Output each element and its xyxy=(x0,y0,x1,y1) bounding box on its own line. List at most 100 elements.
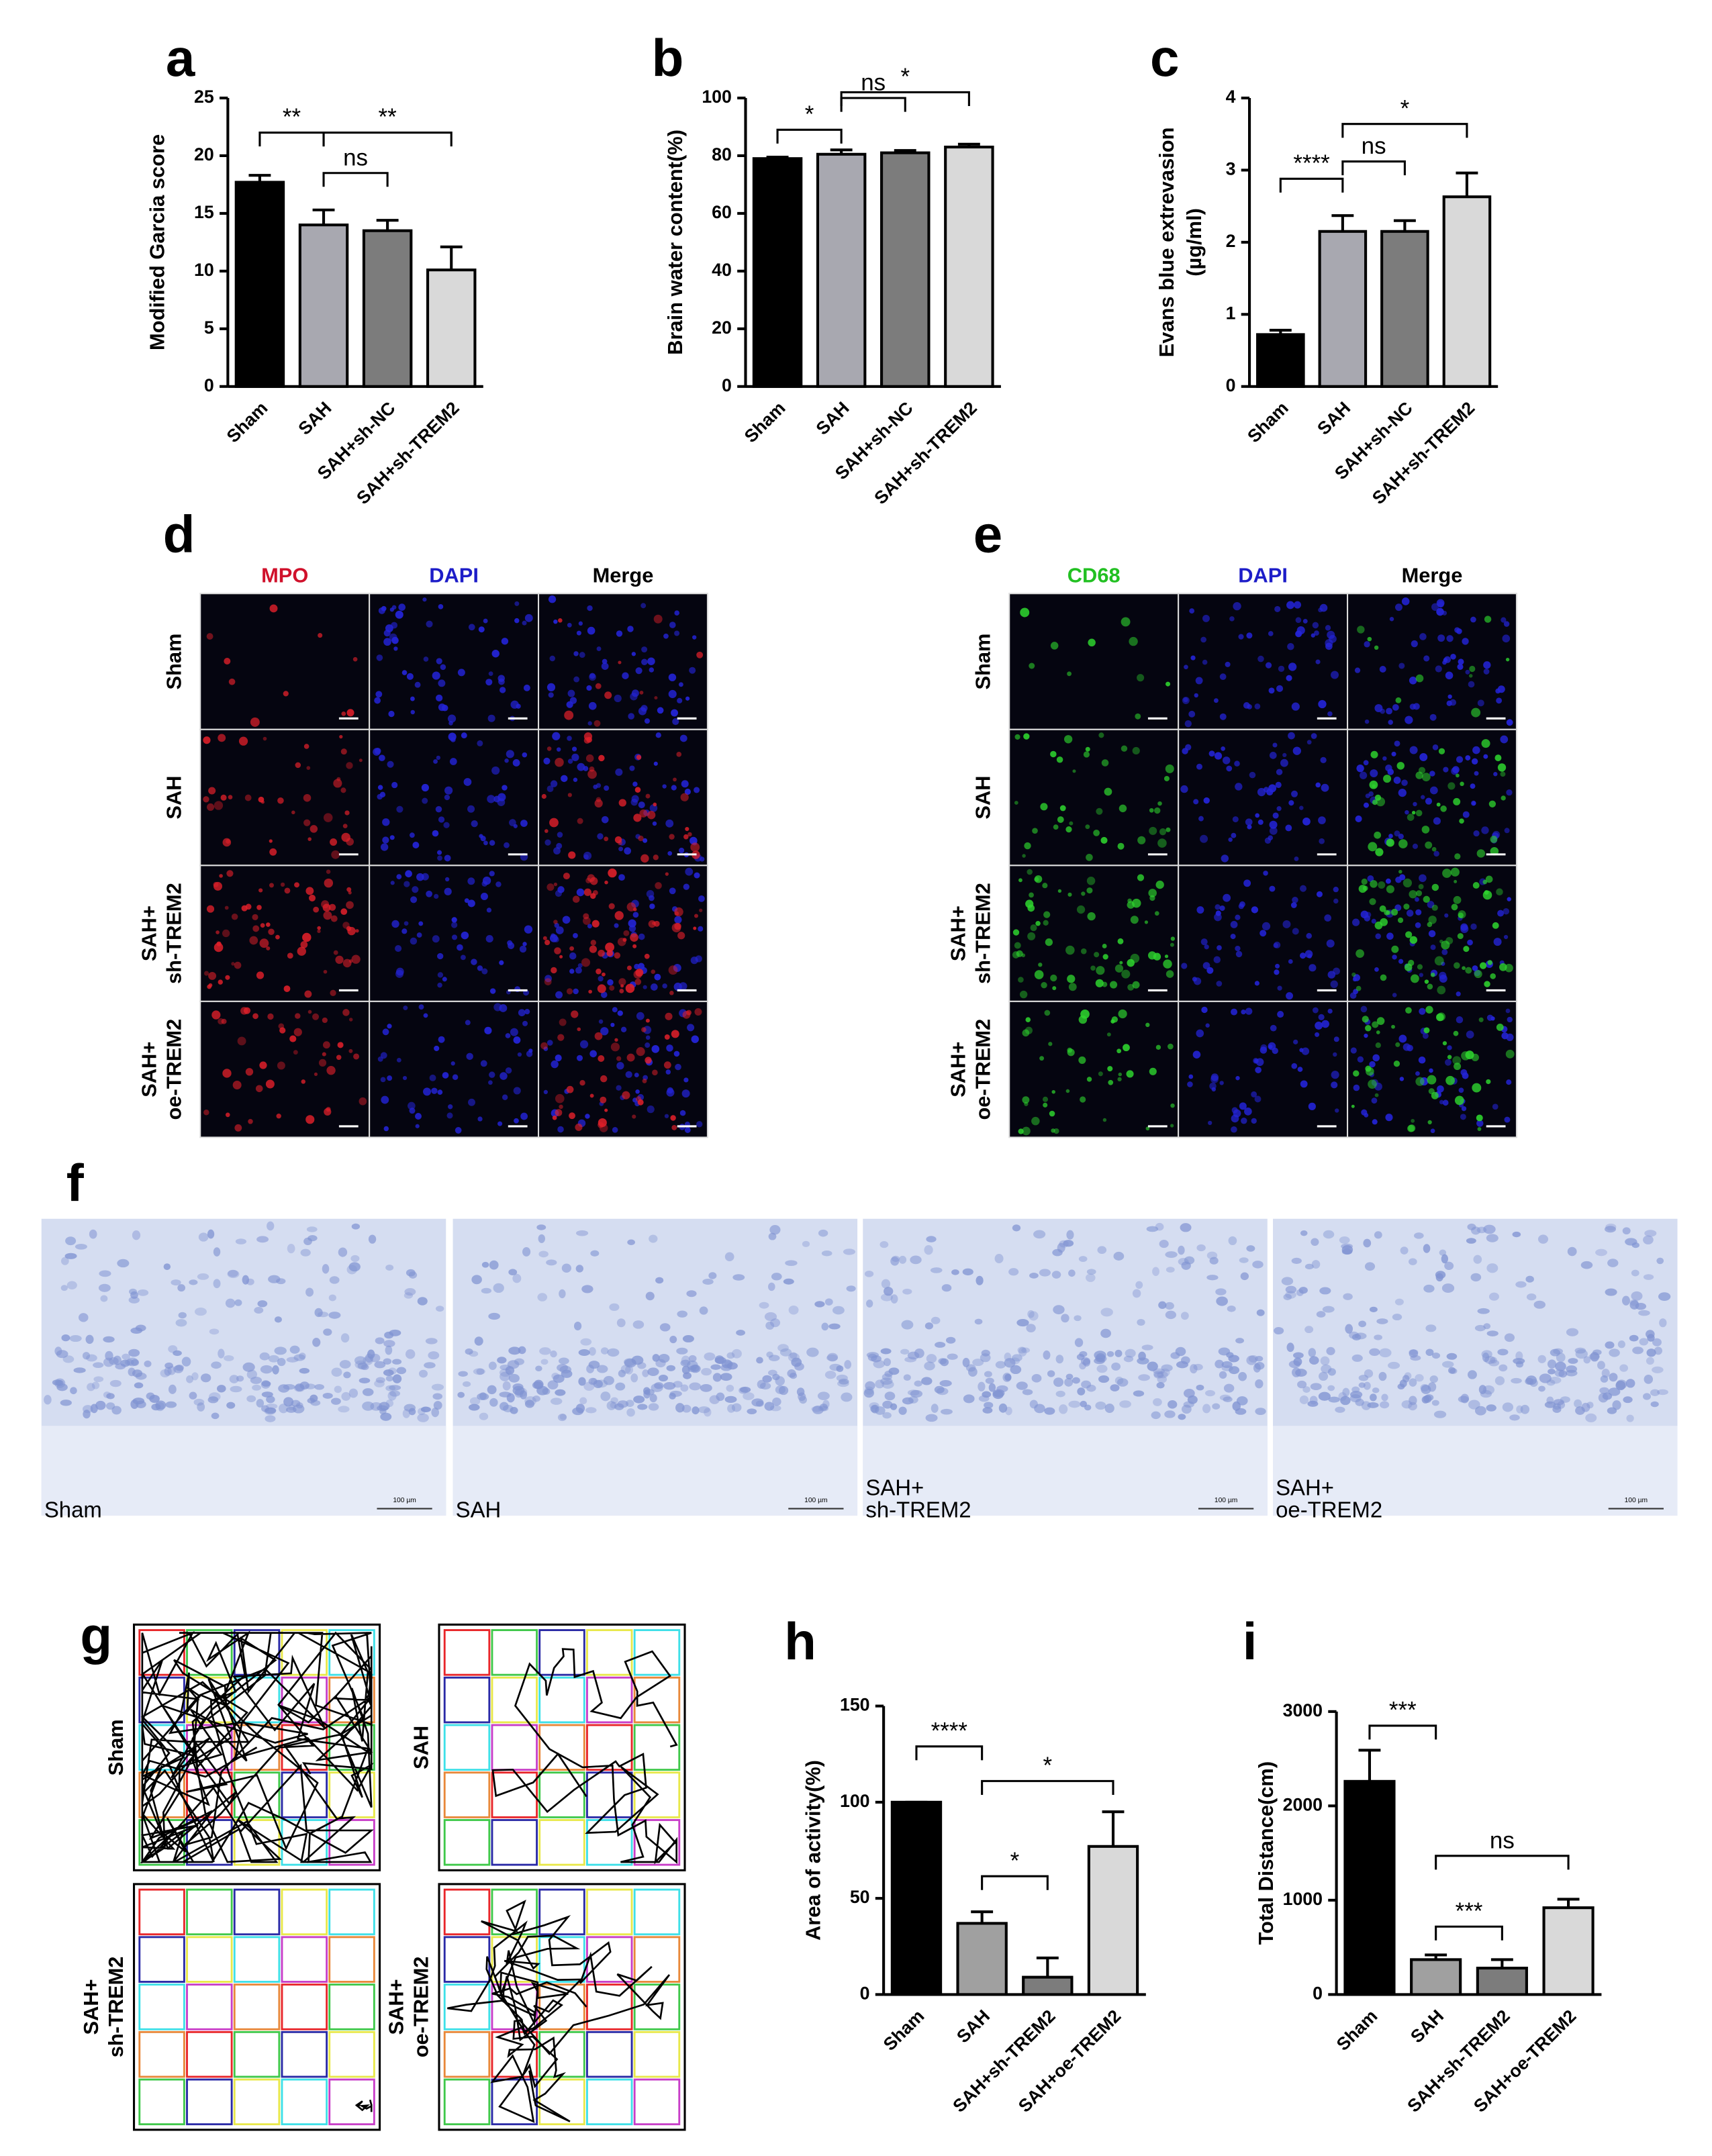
signal xyxy=(1492,922,1499,929)
nucleus xyxy=(1311,733,1317,739)
nucleus xyxy=(555,1055,562,1062)
signal xyxy=(671,923,681,932)
neuron xyxy=(1321,1364,1332,1374)
neuron xyxy=(1425,1349,1434,1357)
neuron xyxy=(1379,1348,1392,1358)
nucleus xyxy=(1280,758,1288,767)
nucleus xyxy=(614,694,622,703)
neuron xyxy=(471,1275,482,1285)
neuron xyxy=(499,1368,512,1377)
nucleus xyxy=(518,1009,526,1017)
neuron xyxy=(1316,1311,1326,1318)
signal xyxy=(252,925,260,932)
nucleus xyxy=(1437,634,1445,642)
nucleus xyxy=(1230,921,1238,928)
nucleus xyxy=(587,721,592,726)
nucleus xyxy=(543,1089,549,1095)
neuron xyxy=(1082,1358,1090,1367)
arena-zone xyxy=(538,1629,585,1676)
signal xyxy=(623,930,630,936)
signal xyxy=(598,1118,607,1128)
signal xyxy=(1505,1049,1515,1059)
signal xyxy=(685,826,689,832)
neuron xyxy=(1165,1251,1178,1258)
neuron xyxy=(692,1406,700,1415)
significance-label: ns xyxy=(343,144,368,170)
neuron xyxy=(1554,1369,1565,1377)
nucleus xyxy=(444,786,453,795)
signal xyxy=(1430,973,1435,977)
signal xyxy=(1427,1075,1437,1085)
nucleus xyxy=(1215,910,1221,916)
neuron xyxy=(289,1345,300,1354)
significance-label: *** xyxy=(1389,1698,1417,1724)
nucleus xyxy=(557,1126,564,1133)
significance-label: ns xyxy=(1362,133,1386,159)
neuron xyxy=(984,1402,994,1409)
nucleus xyxy=(491,650,500,658)
panel-letter: e xyxy=(973,505,1002,564)
neuron xyxy=(370,1402,383,1411)
neuron xyxy=(375,1377,385,1383)
neuron xyxy=(785,1260,798,1267)
nucleus xyxy=(512,759,520,767)
nucleus xyxy=(1352,918,1360,926)
neuron xyxy=(931,1404,939,1413)
nucleus xyxy=(426,890,432,897)
signal xyxy=(1050,974,1057,982)
nucleus xyxy=(1235,1075,1240,1081)
neuron xyxy=(550,1350,557,1358)
neuron xyxy=(578,1349,590,1356)
nucleus xyxy=(406,673,414,680)
nucleus xyxy=(1333,886,1339,893)
nucleus xyxy=(1268,1044,1273,1049)
signal xyxy=(1376,1030,1380,1034)
neuron xyxy=(633,1395,645,1404)
neuron xyxy=(1078,1256,1088,1263)
bar xyxy=(1256,333,1305,388)
y-tick-label: 80 xyxy=(712,144,732,164)
neuron xyxy=(985,1377,994,1384)
signal xyxy=(340,748,347,755)
nucleus xyxy=(614,923,619,928)
neuron xyxy=(1319,1371,1329,1381)
nucleus xyxy=(1314,630,1319,636)
signal xyxy=(303,793,312,802)
signal xyxy=(1080,1009,1090,1019)
neuron xyxy=(926,1354,937,1363)
neuron xyxy=(559,1365,572,1374)
nucleus xyxy=(449,758,457,765)
signal xyxy=(220,794,227,801)
neuron xyxy=(1546,1396,1554,1404)
panel-letter: f xyxy=(66,1153,85,1212)
nucleus xyxy=(495,881,502,887)
signal xyxy=(226,870,234,877)
nucleus xyxy=(634,1073,639,1078)
neuron xyxy=(680,1384,689,1392)
neuron xyxy=(481,1261,489,1268)
neuron xyxy=(1652,1338,1662,1346)
neuron xyxy=(518,1346,526,1355)
neuron xyxy=(272,1365,279,1375)
signal xyxy=(1027,904,1035,912)
nucleus xyxy=(665,819,674,828)
nucleus xyxy=(692,635,697,640)
neuron xyxy=(1068,1269,1076,1277)
arena-zone xyxy=(491,1629,538,1676)
signal xyxy=(1145,1126,1150,1131)
signal xyxy=(335,955,344,964)
nucleus xyxy=(461,732,467,739)
signal xyxy=(555,757,564,767)
neuron xyxy=(870,1405,878,1413)
nucleus xyxy=(1363,802,1370,808)
neuron xyxy=(1643,1274,1654,1280)
nucleus xyxy=(679,734,687,742)
signal xyxy=(651,969,656,974)
neuron xyxy=(1221,1361,1233,1369)
neuron xyxy=(1059,1404,1068,1414)
nucleus xyxy=(1433,850,1439,857)
signal xyxy=(255,1085,263,1093)
signal xyxy=(1163,959,1172,969)
bar xyxy=(1542,1906,1595,1996)
nucleus xyxy=(662,983,667,989)
